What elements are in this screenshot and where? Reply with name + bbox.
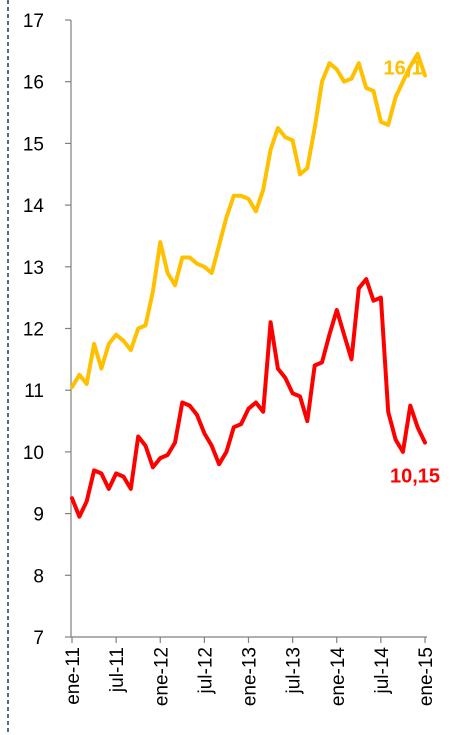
y-tick-label: 13 xyxy=(23,258,44,279)
y-tick-label: 14 xyxy=(23,196,45,217)
x-tick-label: jul-11 xyxy=(107,647,128,693)
x-tick-label: ene-14 xyxy=(328,647,349,707)
y-tick-label: 10 xyxy=(23,443,44,464)
series-line-1 xyxy=(70,277,427,519)
y-tick-label: 16 xyxy=(23,73,44,94)
x-tick-label: jul-12 xyxy=(195,647,216,694)
y-tick-label: 11 xyxy=(24,381,44,402)
y-tick-label: 17 xyxy=(23,11,44,32)
series-layer xyxy=(70,51,427,519)
series-line-0 xyxy=(70,51,427,390)
x-tick-label: ene-15 xyxy=(416,647,437,706)
x-axis: ene-11 jul-11 ene-12 jul-12 ene-13 jul-13 ene-… xyxy=(63,636,437,707)
x-tick-label: ene-12 xyxy=(151,647,172,706)
y-tick-label: 12 xyxy=(23,320,44,341)
x-tick-label: jul-13 xyxy=(284,647,305,694)
x-tick-label: ene-11 xyxy=(63,647,84,705)
y-tick-label: 15 xyxy=(23,134,44,155)
x-tick-label: jul-14 xyxy=(372,647,393,695)
series-end-label: 10,15 xyxy=(390,466,440,488)
x-tick-label: ene-13 xyxy=(240,647,261,706)
series-end-label: 16,1 xyxy=(384,58,423,80)
y-axis: 7 8 9 10 11 12 13 14 15 16 17 xyxy=(23,11,72,649)
y-tick-label: 9 xyxy=(33,505,44,526)
y-tick-label: 7 xyxy=(33,628,44,649)
end-labels: 16,1 10,15 xyxy=(384,58,441,488)
y-tick-label: 8 xyxy=(33,566,44,587)
